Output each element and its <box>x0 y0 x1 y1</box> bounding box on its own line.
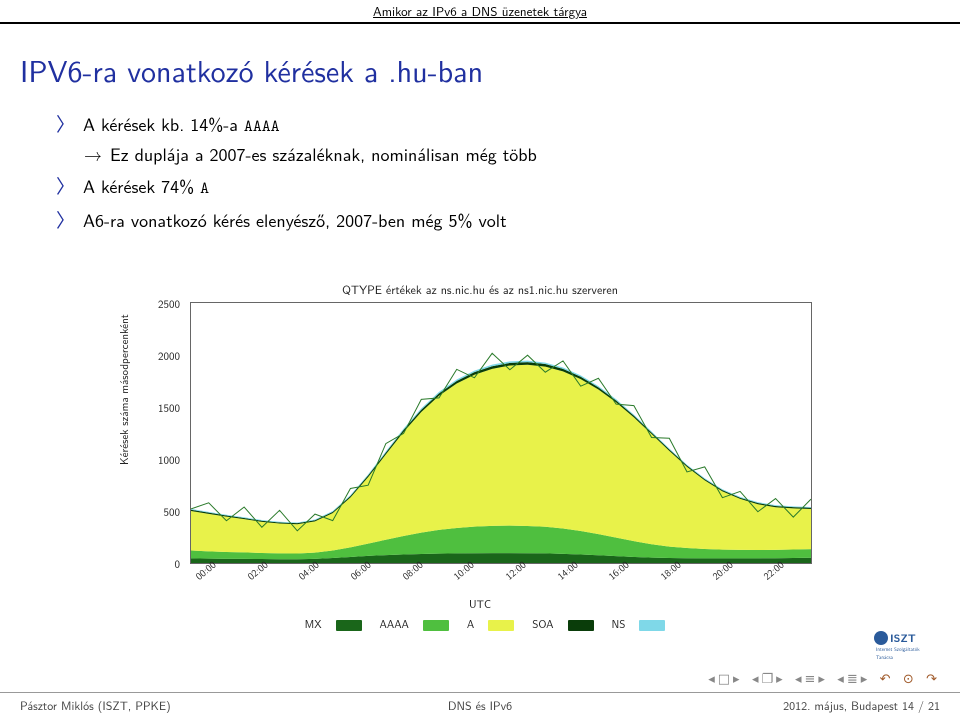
bullet-3: 〉 A6-ra vonatkozó kérés elenyésző, 2007-… <box>56 207 930 233</box>
bullet-icon: 〉 <box>56 173 75 197</box>
nav-redo-icon[interactable]: ↷ <box>926 669 940 688</box>
legend-label: NS <box>612 616 626 632</box>
ytick: 0 <box>120 556 180 572</box>
chart-legend: MXAAAAASOANS <box>120 616 840 632</box>
bullet-1-code: AAAA <box>244 115 280 137</box>
header-underline <box>0 22 960 24</box>
bullet-3-text: A6-ra vonatkozó kérés elenyésző, 2007-be… <box>83 207 507 233</box>
legend-swatch <box>336 620 362 631</box>
bullet-2-code: A <box>200 177 209 199</box>
chart-ylabel: Kérések száma másodpercenként <box>116 314 132 465</box>
bullet-1: 〉 A kérések kb. 14%-a AAAA <box>56 111 930 139</box>
beamer-nav-icons[interactable]: ◂□▸ ◂❐▸ ◂≡▸ ◂≣▸ ↶ ⊙ ↷ <box>706 669 940 688</box>
iszt-logo-icon <box>874 631 888 645</box>
legend-swatch <box>639 620 665 631</box>
footer-divider <box>0 692 960 693</box>
chart-xticks: 00:0002:0004:0006:0008:0010:0012:0014:00… <box>190 568 810 598</box>
body: 〉 A kérések kb. 14%-a AAAA → Ez duplája … <box>56 105 930 233</box>
legend-swatch <box>423 620 449 631</box>
arrow-icon: → <box>84 141 102 167</box>
qtype-chart: QTYPE értékek az ns.nic.hu és az ns1.nic… <box>120 280 840 635</box>
nav-fwd-icon[interactable]: ◂≣▸ <box>837 669 870 688</box>
bullet-2-part: A kérések 74% <box>83 172 200 199</box>
ytick: 1500 <box>120 400 180 416</box>
footer: Pásztor Miklós (ISZT, PPKE) DNS és IPv6 … <box>0 692 960 720</box>
ytick: 2000 <box>120 348 180 364</box>
page-title: IPV6-ra vonatkozó kérések a .hu-ban <box>20 48 483 92</box>
bullet-1-sub-text: Ez duplája a 2007-es százaléknak, nominá… <box>110 141 537 167</box>
iszt-logo: ISZT Internet Szolgáltatók Tanácsa <box>874 624 934 642</box>
bullet-1-text: A kérések kb. 14%-a AAAA <box>83 111 280 139</box>
nav-back-icon[interactable]: ◂≡▸ <box>795 669 828 688</box>
legend-label: A <box>467 616 474 632</box>
bullet-icon: 〉 <box>56 207 75 231</box>
bullet-2-text: A kérések 74% A <box>83 173 209 201</box>
chart-xlabel: UTC <box>120 596 840 612</box>
bullet-1-sub: → Ez duplája a 2007-es százaléknak, nomi… <box>84 141 930 167</box>
ytick: 1000 <box>120 452 180 468</box>
bullet-2: 〉 A kérések 74% A <box>56 173 930 201</box>
nav-prev-icon[interactable]: ◂❐▸ <box>752 669 786 688</box>
ytick: 2500 <box>120 296 180 312</box>
nav-search-icon[interactable]: ⊙ <box>903 669 917 688</box>
legend-swatch <box>488 620 514 631</box>
section-header: Amikor az IPv6 a DNS üzenetek tárgya <box>0 0 960 24</box>
section-title: Amikor az IPv6 a DNS üzenetek tárgya <box>373 2 587 21</box>
iszt-logo-text: ISZT <box>890 631 916 646</box>
nav-first-icon[interactable]: ◂□▸ <box>708 669 742 688</box>
bullet-1-part: A kérések kb. 14%-a <box>83 110 244 137</box>
legend-swatch <box>568 620 594 631</box>
footer-right: 2012. május, Budapest 14 / 21 <box>783 696 940 714</box>
legend-label: MX <box>305 616 322 632</box>
iszt-logo-subtext: Internet Szolgáltatók Tanácsa <box>876 645 934 661</box>
ytick: 500 <box>120 504 180 520</box>
legend-label: SOA <box>532 616 553 632</box>
chart-plot-area <box>190 302 812 564</box>
legend-label: AAAA <box>380 616 409 632</box>
nav-undo-icon[interactable]: ↶ <box>880 669 894 688</box>
chart-title: QTYPE értékek az ns.nic.hu és az ns1.nic… <box>120 280 840 298</box>
bullet-icon: 〉 <box>56 111 75 135</box>
